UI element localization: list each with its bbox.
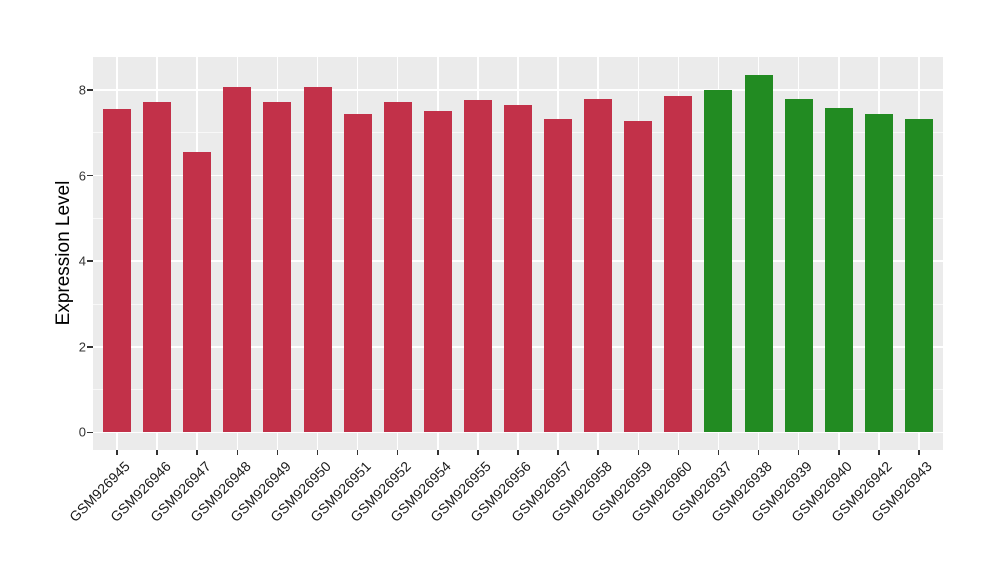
y-tick-mark xyxy=(87,174,93,177)
bar-GSM926937 xyxy=(704,89,733,433)
gridline-y-major xyxy=(93,431,943,434)
x-tick-mark xyxy=(757,450,760,455)
y-tick-label: 8 xyxy=(78,82,86,98)
x-tick-mark xyxy=(637,450,640,455)
bar-GSM926957 xyxy=(544,118,573,433)
bar-GSM926943 xyxy=(904,118,933,433)
bar-GSM926954 xyxy=(423,110,452,433)
x-tick-mark xyxy=(437,450,439,455)
bar-GSM926947 xyxy=(183,152,212,433)
bar-GSM926951 xyxy=(343,114,372,433)
x-tick-mark xyxy=(316,450,319,455)
x-tick-mark xyxy=(517,450,519,455)
x-tick-mark xyxy=(396,450,399,455)
bar-GSM926960 xyxy=(664,95,693,433)
y-tick-mark xyxy=(87,89,93,91)
x-tick-mark xyxy=(878,450,880,455)
x-tick-mark xyxy=(477,450,479,455)
bar-GSM926948 xyxy=(223,87,252,433)
bar-GSM926939 xyxy=(784,98,813,433)
bar-GSM926945 xyxy=(103,109,132,433)
x-tick-mark xyxy=(797,450,800,455)
bar-GSM926955 xyxy=(463,100,492,433)
x-tick-mark xyxy=(717,450,720,455)
y-tick-mark xyxy=(87,431,93,434)
y-tick-label: 4 xyxy=(78,253,86,269)
bar-GSM926950 xyxy=(303,87,332,433)
x-tick-mark xyxy=(677,450,680,455)
bar-GSM926958 xyxy=(584,99,613,433)
y-tick-label: 2 xyxy=(78,339,86,355)
bar-GSM926959 xyxy=(624,120,653,433)
bars xyxy=(93,57,943,450)
x-tick-mark xyxy=(196,450,198,455)
bar-GSM926942 xyxy=(864,114,893,433)
plot-panel xyxy=(93,57,943,450)
y-tick-mark xyxy=(87,260,93,262)
x-tick-mark xyxy=(356,450,359,455)
y-tick-label: 0 xyxy=(78,424,86,440)
bar-GSM926940 xyxy=(824,108,853,433)
bar-GSM926949 xyxy=(263,101,292,433)
x-tick-mark xyxy=(156,450,158,455)
x-tick-mark xyxy=(116,450,118,455)
x-tick-mark xyxy=(597,450,599,455)
x-tick-mark xyxy=(236,450,239,455)
x-tick-mark xyxy=(276,450,279,455)
y-tick-label: 6 xyxy=(78,168,86,184)
y-tick-mark xyxy=(87,346,93,348)
x-tick-mark xyxy=(838,450,840,455)
bar-GSM926952 xyxy=(383,101,412,433)
bar-GSM926956 xyxy=(504,104,532,433)
x-tick-mark xyxy=(557,450,559,455)
bar-GSM926946 xyxy=(143,101,172,433)
bar-GSM926938 xyxy=(744,74,773,433)
gridline-y-major xyxy=(93,89,943,91)
x-tick-mark xyxy=(918,450,920,455)
